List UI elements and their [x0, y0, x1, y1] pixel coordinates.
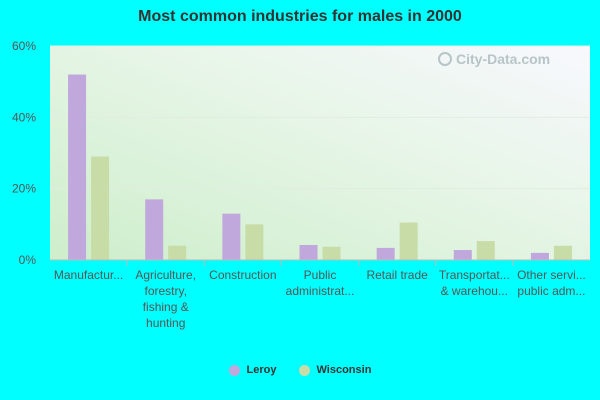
- legend-item-leroy: Leroy: [228, 364, 277, 376]
- legend-swatch-wisconsin: [298, 364, 310, 376]
- magnifier-icon: [438, 52, 452, 66]
- x-tick-label: public adm...: [517, 284, 585, 298]
- y-tick-label: 60%: [12, 39, 36, 53]
- bar-leroy: [299, 245, 318, 260]
- bar-wisconsin: [168, 245, 187, 260]
- x-tick-label: Retail trade: [366, 268, 428, 282]
- x-tick-label: Public: [304, 268, 337, 282]
- x-tick-label: administrat...: [286, 284, 355, 298]
- chart-title: Most common industries for males in 2000: [138, 8, 462, 25]
- x-tick-label: forestry,: [144, 284, 186, 298]
- x-tick-label: hunting: [146, 316, 185, 330]
- bar-leroy: [530, 252, 549, 260]
- legend-swatch-leroy: [228, 364, 240, 376]
- x-tick-label: fishing &: [143, 300, 189, 314]
- y-tick-label: 0%: [19, 253, 37, 267]
- bar-leroy: [376, 247, 395, 260]
- bar-wisconsin: [91, 156, 110, 260]
- bar-wisconsin: [399, 222, 418, 260]
- bar-leroy: [145, 199, 164, 260]
- watermark-text: City-Data.com: [456, 51, 551, 67]
- watermark: City-Data.com: [438, 51, 550, 67]
- legend-label-leroy: Leroy: [246, 364, 277, 376]
- x-tick-label: Manufactur...: [54, 268, 123, 282]
- bar-leroy: [68, 74, 87, 261]
- legend: Leroy Wisconsin: [0, 364, 600, 376]
- bar-wisconsin: [553, 245, 572, 260]
- bar-wisconsin: [322, 246, 341, 260]
- y-tick-label: 40%: [12, 110, 36, 124]
- x-tick-label: Agriculture,: [135, 268, 196, 282]
- x-tick-label: Transportat...: [439, 268, 510, 282]
- x-tick-label: Other servi...: [517, 268, 586, 282]
- bar-wisconsin: [476, 241, 495, 260]
- y-tick-label: 20%: [12, 182, 36, 196]
- bar-leroy: [453, 250, 472, 260]
- bar-wisconsin: [245, 224, 264, 260]
- bar-leroy: [222, 213, 241, 260]
- x-tick-label: Construction: [209, 268, 276, 282]
- plot-area: [50, 46, 590, 260]
- legend-label-wisconsin: Wisconsin: [316, 364, 372, 376]
- legend-item-wisconsin: Wisconsin: [298, 364, 372, 376]
- x-tick-label: & warehou...: [441, 284, 508, 298]
